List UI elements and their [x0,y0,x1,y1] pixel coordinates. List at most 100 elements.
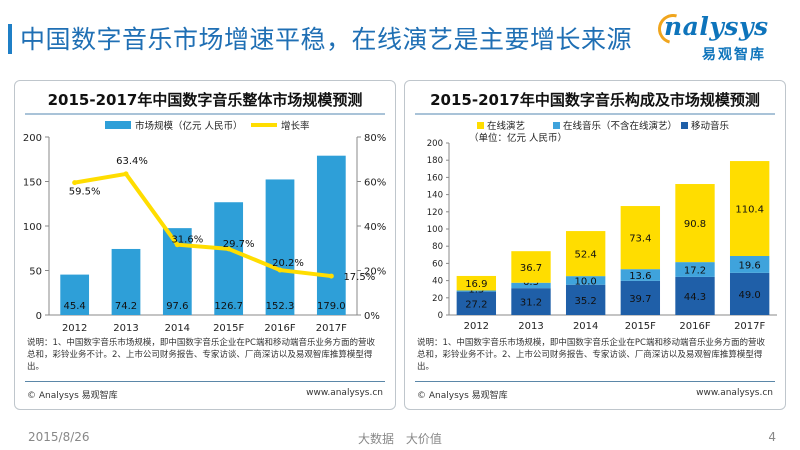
logo-wordmark: nalysys [664,12,769,41]
data-label: 52.4 [575,250,597,261]
data-label-market-size: 152.3 [266,301,295,312]
analysys-logo: nalysys 易观智库 [652,8,788,72]
data-label-growth: 59.5% [69,187,101,198]
y-tick-label: 100 [427,225,443,235]
legend-swatch-market-size [105,121,131,129]
page-number: 4 [768,430,776,444]
chart-title: 2015-2017年中国数字音乐整体市场规模预测 [47,91,363,109]
y-tick-label: 160 [427,173,443,183]
data-label-growth: 31.6% [171,235,203,246]
y-tick-label: 120 [427,208,443,218]
data-label: 19.6 [739,260,761,271]
growth-rate-point [72,180,78,186]
data-label: 13.6 [629,271,651,282]
bar-segment [565,276,606,285]
data-label: 31.2 [520,298,542,309]
growth-rate-point [226,246,232,252]
data-label: 44.3 [684,292,706,303]
y2-tick-label: 60% [364,178,386,189]
bar-segment [675,262,715,277]
x-tick-label: 2014 [165,323,190,334]
bar-segment [456,290,497,292]
legend-label: 在线音乐（不含在线演艺） [563,120,677,132]
legend-swatch [553,122,560,129]
y2-tick-label: 20% [364,267,386,278]
data-label: 49.0 [739,290,761,301]
bar-market-size [316,155,346,315]
data-label-market-size: 74.2 [115,301,137,312]
legend-label: 在线演艺 [487,120,525,132]
data-label-growth: 29.7% [223,239,255,250]
data-label: 110.4 [735,205,764,216]
source-label: © Analysys 易观智库 [27,391,118,401]
chart-panel-market-size: 2015-2017年中国数字音乐整体市场规模预测 市场规模（亿元 人民币） 增长率… [14,80,396,410]
data-label-growth: 17.5% [343,272,375,283]
legend-swatch [681,122,688,129]
y-tick-label: 80 [432,242,443,252]
y-tick-label: 180 [427,156,443,166]
growth-rate-point [174,242,180,248]
x-tick-label: 2012 [464,321,489,332]
x-tick-label: 2015F [625,321,656,332]
slide-title: 中国数字音乐市场增速平稳，在线演艺是主要增长来源 [20,25,633,54]
y2-tick-label: 0% [364,311,380,322]
data-label: 10.0 [575,276,597,287]
logo-cn-text: 易观智库 [702,47,766,63]
chart-note: 说明：1、中国数字音乐市场规模，即中国数字音乐企业在PC端和移动端音乐业务方面的… [417,338,765,372]
legend-label: 移动音乐 [691,120,730,132]
bar-segment [511,282,551,289]
x-tick-label: 2016F [264,323,295,334]
y2-tick-label: 40% [364,222,386,233]
y-tick-label: 60 [432,259,443,269]
title-accent-bar [8,24,12,54]
data-label-market-size: 45.4 [64,301,86,312]
x-tick-label: 2012 [62,323,87,334]
bar-market-size [265,179,295,315]
growth-rate-point [277,267,283,273]
bar-segment [729,161,770,257]
chart-panel-composition: 2015-2017年中国数字音乐构成及市场规模预测 在线演艺 在线音乐（不含在线演… [404,80,786,410]
y-tick-label: 200 [427,139,443,149]
y-tick-label: 20 [432,294,443,304]
note-divider [415,381,775,382]
y-tick-label: 200 [23,133,42,144]
data-label-growth: 63.4% [116,156,148,167]
bar-segment [729,272,770,315]
slide-slogan: 大数据 大价值 [358,432,442,446]
bar-segment [675,276,715,315]
x-tick-label: 2015F [213,323,244,334]
website-link[interactable]: www.analysys.cn [306,388,383,398]
x-tick-label: 2013 [518,321,543,332]
note-divider [25,381,385,382]
bar-segment [620,206,661,270]
bar-segment [456,275,497,291]
data-label-market-size: 126.7 [214,301,243,312]
y-tick-label: 0 [438,311,443,321]
data-label: 17.2 [684,266,706,277]
x-tick-label: 2014 [573,321,598,332]
bar-segment [565,284,606,315]
x-tick-label: 2016F [679,321,710,332]
data-label-growth: 20.2% [272,258,304,269]
data-label: 90.8 [684,219,706,230]
bar-market-size [60,274,90,315]
composition-chart: 在线演艺 在线音乐（不含在线演艺） 移动音乐 （单位：亿元 人民币） 0 20 40 60 80… [427,120,777,332]
data-label: 35.2 [575,296,597,307]
x-tick-label: 2017F [734,321,765,332]
x-tick-label: 2013 [113,323,138,334]
y-tick-label: 140 [427,191,443,201]
bar-market-size [214,202,244,315]
data-label: 16.9 [465,279,487,290]
chart-title: 2015-2017年中国数字音乐构成及市场规模预测 [430,91,760,109]
y-tick-label: 0 [36,311,42,322]
bar-market-size [111,248,141,315]
data-label-market-size: 179.0 [317,301,346,312]
growth-rate-point [328,273,334,279]
y-tick-label: 40 [432,277,443,287]
source-label: © Analysys 易观智库 [417,391,508,401]
website-link[interactable]: www.analysys.cn [696,388,773,398]
growth-rate-line [74,171,332,279]
x-tick-label: 2017F [316,323,347,334]
bar-segment [620,280,661,315]
bar-segment [456,291,497,315]
